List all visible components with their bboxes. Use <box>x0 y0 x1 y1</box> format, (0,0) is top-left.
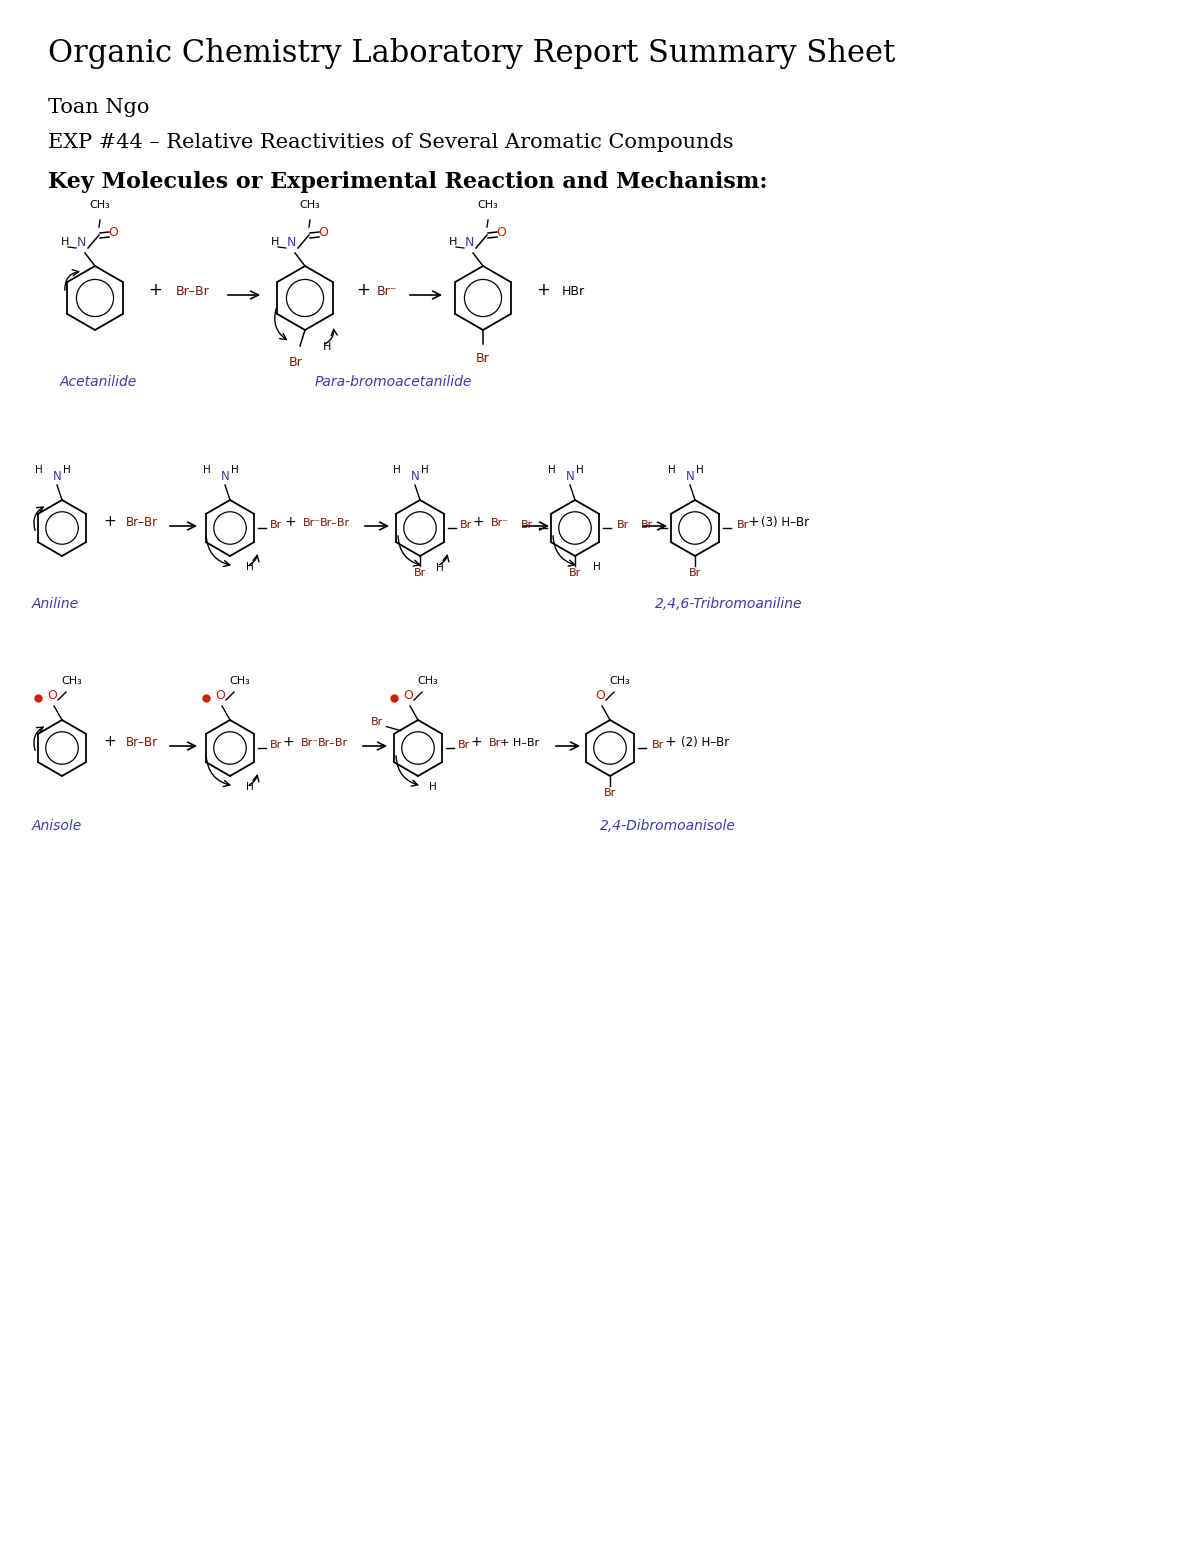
Text: +: + <box>748 516 758 530</box>
Text: O: O <box>318 227 328 239</box>
Text: (3) H–Br: (3) H–Br <box>761 516 809 530</box>
Text: +: + <box>356 281 370 300</box>
Text: Br: Br <box>737 520 749 530</box>
Text: EXP #44 – Relative Reactivities of Several Aromatic Compounds: EXP #44 – Relative Reactivities of Sever… <box>48 134 733 152</box>
Text: +: + <box>103 514 116 530</box>
Text: Br–Br: Br–Br <box>126 516 158 530</box>
Text: +: + <box>664 735 676 749</box>
Text: CH₃: CH₃ <box>90 200 110 210</box>
Text: Br⁻: Br⁻ <box>302 519 322 528</box>
Text: Key Molecules or Experimental Reaction and Mechanism:: Key Molecules or Experimental Reaction a… <box>48 171 768 193</box>
Text: H: H <box>576 464 584 475</box>
Text: O: O <box>496 227 506 239</box>
Text: O: O <box>595 690 605 702</box>
Text: Br⁻: Br⁻ <box>377 286 397 298</box>
Text: Br: Br <box>414 568 426 578</box>
Text: +: + <box>470 735 482 749</box>
Text: Organic Chemistry Laboratory Report Summary Sheet: Organic Chemistry Laboratory Report Summ… <box>48 37 895 68</box>
Text: +: + <box>536 281 550 300</box>
Text: H: H <box>548 464 556 475</box>
Text: Br: Br <box>270 739 282 750</box>
Text: N: N <box>410 471 419 483</box>
Text: 2,4-Dibromoanisole: 2,4-Dibromoanisole <box>600 818 736 832</box>
Text: Br: Br <box>458 739 470 750</box>
Text: Br: Br <box>652 739 664 750</box>
Text: Br: Br <box>460 520 472 530</box>
Text: (2) H–Br: (2) H–Br <box>680 736 730 749</box>
Text: Anisole: Anisole <box>32 818 83 832</box>
Text: H: H <box>203 464 211 475</box>
Text: Toan Ngo: Toan Ngo <box>48 98 149 116</box>
Text: H: H <box>246 562 254 572</box>
Text: CH₃: CH₃ <box>418 676 438 686</box>
Text: Br: Br <box>289 356 302 370</box>
Text: N: N <box>287 236 295 248</box>
Text: H: H <box>246 783 254 792</box>
Text: H: H <box>323 342 331 353</box>
Text: CH₃: CH₃ <box>61 676 83 686</box>
Text: Para-bromoacetanilide: Para-bromoacetanilide <box>314 374 473 388</box>
Text: + H–Br: + H–Br <box>500 738 540 749</box>
Text: 2,4,6-Tribromoaniline: 2,4,6-Tribromoaniline <box>655 596 803 610</box>
Text: O: O <box>47 690 56 702</box>
Text: Acetanilide: Acetanilide <box>60 374 137 388</box>
Text: O: O <box>215 690 224 702</box>
Text: Aniline: Aniline <box>32 596 79 610</box>
Text: H: H <box>430 783 437 792</box>
Text: Br: Br <box>617 520 629 530</box>
Text: Br: Br <box>521 520 533 530</box>
Text: +: + <box>472 516 484 530</box>
Text: H: H <box>668 464 676 475</box>
Text: N: N <box>685 471 695 483</box>
Text: H: H <box>421 464 428 475</box>
Text: H: H <box>436 564 444 573</box>
Text: H: H <box>271 238 280 247</box>
Text: Br: Br <box>270 520 282 530</box>
Text: N: N <box>464 236 474 248</box>
Text: N: N <box>53 471 61 483</box>
Text: Br: Br <box>641 520 653 530</box>
Text: H: H <box>394 464 401 475</box>
Text: CH₃: CH₃ <box>300 200 320 210</box>
Text: +: + <box>282 735 294 749</box>
Text: Br–Br: Br–Br <box>176 286 210 298</box>
Text: Br: Br <box>371 716 383 727</box>
Text: Br⁻: Br⁻ <box>488 738 508 749</box>
Text: Br⁻: Br⁻ <box>491 519 509 528</box>
Text: Br–Br: Br–Br <box>320 519 350 528</box>
Text: O: O <box>108 227 118 239</box>
Text: Br: Br <box>569 568 581 578</box>
Text: CH₃: CH₃ <box>229 676 251 686</box>
Text: Br–Br: Br–Br <box>126 736 158 749</box>
Text: +: + <box>284 516 296 530</box>
Text: O: O <box>403 690 413 702</box>
Text: CH₃: CH₃ <box>610 676 630 686</box>
Text: H: H <box>35 464 43 475</box>
Text: H: H <box>232 464 239 475</box>
Text: CH₃: CH₃ <box>478 200 498 210</box>
Text: Br: Br <box>476 353 490 365</box>
Text: H: H <box>61 238 70 247</box>
Text: N: N <box>221 471 229 483</box>
Text: Br: Br <box>689 568 701 578</box>
Text: H: H <box>593 562 601 572</box>
Text: H: H <box>449 238 457 247</box>
Text: Br: Br <box>604 787 616 798</box>
Text: HBr: HBr <box>562 286 584 298</box>
Text: H: H <box>696 464 704 475</box>
Text: +: + <box>103 735 116 749</box>
Text: +: + <box>148 281 162 300</box>
Text: N: N <box>565 471 575 483</box>
Text: Br⁻: Br⁻ <box>301 738 319 749</box>
Text: Br–Br: Br–Br <box>318 738 348 749</box>
Text: H: H <box>64 464 71 475</box>
Text: N: N <box>77 236 85 248</box>
